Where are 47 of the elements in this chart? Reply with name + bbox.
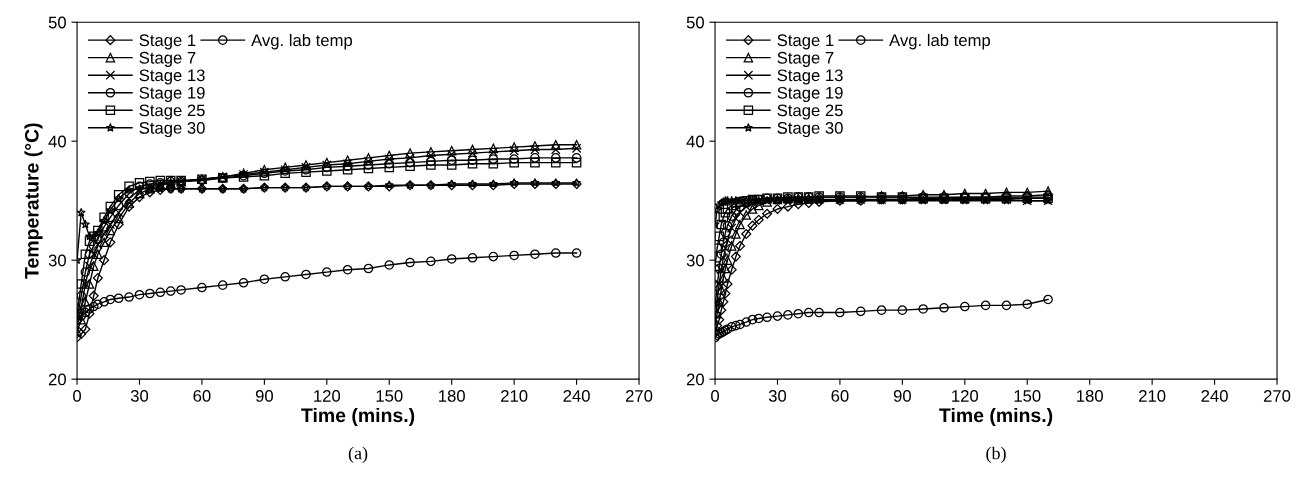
legend-label: Stage 7 bbox=[777, 51, 834, 67]
x-tick-label: 120 bbox=[952, 390, 979, 402]
y-axis-title: Temperature (°C) bbox=[24, 123, 43, 279]
legend-label: Stage 30 bbox=[139, 122, 205, 138]
x-tick-label: 180 bbox=[1077, 390, 1103, 402]
text: (b) bbox=[986, 446, 1006, 464]
legend-label: Stage 19 bbox=[139, 86, 205, 103]
y-tick-label: 50 bbox=[686, 16, 704, 29]
legend-label: Stage 1 bbox=[777, 34, 834, 50]
y-tick-label: 30 bbox=[686, 254, 704, 267]
legend-label: Avg. lab temp bbox=[251, 33, 353, 50]
text: (a) bbox=[348, 446, 368, 464]
x-tick-label: 60 bbox=[831, 390, 849, 402]
y-tick-label: 50 bbox=[48, 16, 66, 29]
x-tick-label: 120 bbox=[314, 390, 341, 402]
legend-label: Stage 25 bbox=[777, 104, 843, 120]
legend-label: Stage 13 bbox=[139, 69, 205, 85]
x-tick-label: 270 bbox=[625, 390, 653, 402]
x-tick-label: 150 bbox=[376, 390, 403, 402]
y-tick-label: 20 bbox=[686, 373, 704, 386]
legend-label: Stage 30 bbox=[777, 122, 843, 138]
x-tick-label: 0 bbox=[73, 390, 82, 402]
x-axis-title: Time (mins.) bbox=[939, 407, 1053, 427]
x-tick-label: 90 bbox=[255, 390, 273, 402]
legend-label: Stage 25 bbox=[139, 104, 205, 120]
x-tick-label: 240 bbox=[563, 390, 590, 402]
x-tick-label: 150 bbox=[1014, 390, 1041, 402]
x-tick-label: 210 bbox=[501, 390, 528, 402]
x-tick-label: 30 bbox=[768, 390, 787, 402]
y-tick-label: 40 bbox=[686, 135, 704, 148]
y-tick-label: 30 bbox=[48, 254, 66, 267]
legend-label: Stage 19 bbox=[777, 86, 843, 103]
x-tick-label: 180 bbox=[439, 390, 465, 402]
y-tick-label: 20 bbox=[48, 373, 66, 386]
x-tick-label: 0 bbox=[711, 390, 720, 402]
x-axis-title: Time (mins.) bbox=[301, 407, 415, 427]
legend-label: Stage 7 bbox=[139, 51, 196, 67]
legend-label: Stage 13 bbox=[777, 69, 843, 85]
legend-label: Avg. lab temp bbox=[889, 33, 991, 50]
x-tick-label: 30 bbox=[130, 390, 149, 402]
x-tick-label: 60 bbox=[193, 390, 211, 402]
x-tick-label: 210 bbox=[1139, 390, 1166, 402]
x-tick-label: 270 bbox=[1263, 390, 1291, 402]
legend-label: Stage 1 bbox=[139, 34, 196, 50]
y-tick-label: 40 bbox=[48, 135, 66, 148]
x-tick-label: 240 bbox=[1201, 390, 1228, 402]
x-tick-label: 90 bbox=[893, 390, 911, 402]
